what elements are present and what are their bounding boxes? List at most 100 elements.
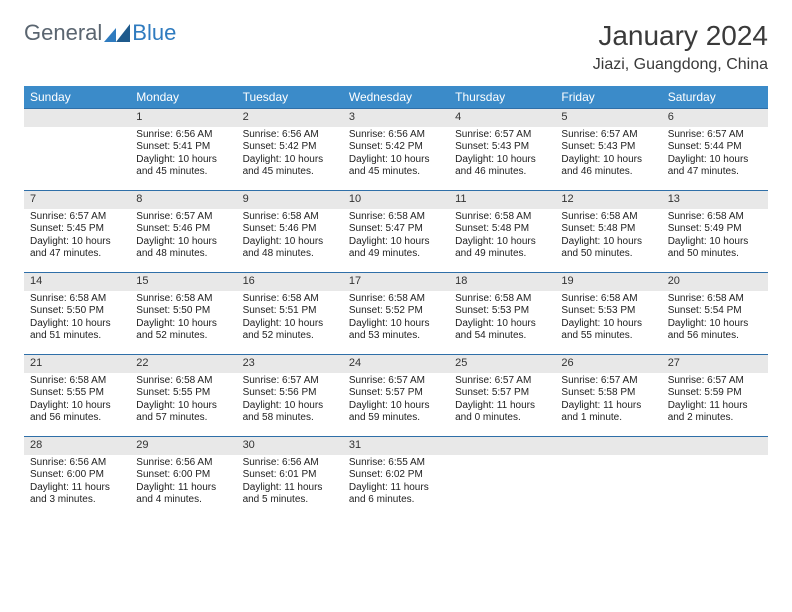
day-line: Sunset: 5:55 PM [30,387,124,400]
day-line: and 54 minutes. [455,330,549,343]
calendar-cell [449,436,555,518]
day-body: Sunrise: 6:58 AMSunset: 5:54 PMDaylight:… [662,291,768,347]
day-line: Daylight: 10 hours [349,154,443,167]
day-line: Sunrise: 6:57 AM [668,129,762,142]
calendar-cell: 1Sunrise: 6:56 AMSunset: 5:41 PMDaylight… [130,108,236,190]
header: General Blue January 2024 Jiazi, Guangdo… [24,20,768,74]
day-line: Daylight: 11 hours [243,482,337,495]
day-line: Daylight: 10 hours [349,400,443,413]
day-number: 5 [555,108,661,127]
day-number: 26 [555,354,661,373]
day-body [555,455,661,461]
day-line: Daylight: 10 hours [561,236,655,249]
day-number: 8 [130,190,236,209]
day-line: Sunrise: 6:57 AM [136,211,230,224]
calendar-row: 1 Sunrise: 6:56 AMSunset: 5:41 PM Daylight… [24,108,768,190]
day-number: 30 [237,436,343,455]
day-line: Sunset: 5:41 PM [136,141,230,154]
calendar-cell: 29Sunrise: 6:56 AMSunset: 6:00 PMDayligh… [130,436,236,518]
day-number: 18 [449,272,555,291]
calendar-cell: 12Sunrise: 6:58 AMSunset: 5:48 PMDayligh… [555,190,661,272]
day-line: Daylight: 10 hours [455,236,549,249]
day-line: and 56 minutes. [30,412,124,425]
calendar-cell [555,436,661,518]
calendar-cell: 22Sunrise: 6:58 AMSunset: 5:55 PMDayligh… [130,354,236,436]
day-line: Sunset: 5:47 PM [349,223,443,236]
day-body: Sunrise: 6:58 AMSunset: 5:51 PMDaylight:… [237,291,343,347]
day-number: 13 [662,190,768,209]
day-line: Sunrise: 6:58 AM [243,211,337,224]
day-line: Daylight: 11 hours [136,482,230,495]
calendar-cell: 28Sunrise: 6:56 AMSunset: 6:00 PMDayligh… [24,436,130,518]
day-line: and 4 minutes. [136,494,230,507]
day-body [449,455,555,461]
day-body: Sunrise: 6:56 AMSunset: 6:00 PMDaylight:… [24,455,130,511]
calendar-cell: 18Sunrise: 6:58 AMSunset: 5:53 PMDayligh… [449,272,555,354]
day-line: and 52 minutes. [243,330,337,343]
weekday-header: Friday [555,86,661,108]
day-line: Sunrise: 6:58 AM [668,211,762,224]
day-line: Sunset: 5:53 PM [455,305,549,318]
day-number: 1 [130,108,236,127]
day-line: Daylight: 10 hours [30,400,124,413]
day-line: and 50 minutes. [561,248,655,261]
day-line: and 50 minutes. [668,248,762,261]
day-line: and 51 minutes. [30,330,124,343]
calendar-cell: 9Sunrise: 6:58 AMSunset: 5:46 PMDaylight… [237,190,343,272]
day-line: and 48 minutes. [136,248,230,261]
calendar-cell: 30Sunrise: 6:56 AMSunset: 6:01 PMDayligh… [237,436,343,518]
calendar-row: 21Sunrise: 6:58 AMSunset: 5:55 PMDayligh… [24,354,768,436]
day-line: Sunset: 6:00 PM [30,469,124,482]
day-body: Sunrise: 6:58 AMSunset: 5:55 PMDaylight:… [24,373,130,429]
day-line: and 53 minutes. [349,330,443,343]
day-body: Sunrise: 6:57 AMSunset: 5:43 PMDaylight:… [555,127,661,183]
day-line: Sunrise: 6:57 AM [349,375,443,388]
day-line: Sunrise: 6:58 AM [668,293,762,306]
day-number: 12 [555,190,661,209]
weekday-header-row: Sunday Monday Tuesday Wednesday Thursday… [24,86,768,108]
day-number: 7 [24,190,130,209]
calendar-cell: 26Sunrise: 6:57 AMSunset: 5:58 PMDayligh… [555,354,661,436]
day-line: Sunrise: 6:56 AM [136,129,230,142]
day-number: 16 [237,272,343,291]
weekday-header: Thursday [449,86,555,108]
day-body: Sunrise: 6:57 AMSunset: 5:56 PMDaylight:… [237,373,343,429]
calendar-cell: 24Sunrise: 6:57 AMSunset: 5:57 PMDayligh… [343,354,449,436]
day-number [662,436,768,455]
day-body: Sunrise: 6:58 AMSunset: 5:48 PMDaylight:… [449,209,555,265]
day-line: Sunset: 5:59 PM [668,387,762,400]
calendar-row: 14Sunrise: 6:58 AMSunset: 5:50 PMDayligh… [24,272,768,354]
day-line: and 0 minutes. [455,412,549,425]
day-line: Sunset: 5:56 PM [243,387,337,400]
day-number: 6 [662,108,768,127]
weekday-header: Tuesday [237,86,343,108]
day-body: Sunrise: 6:55 AMSunset: 6:02 PMDaylight:… [343,455,449,511]
day-line: Sunset: 5:43 PM [455,141,549,154]
day-line: Daylight: 10 hours [668,318,762,331]
day-number [449,436,555,455]
day-line: Sunset: 5:44 PM [668,141,762,154]
day-line: Daylight: 10 hours [349,318,443,331]
day-line: Sunrise: 6:58 AM [136,293,230,306]
day-line: Sunrise: 6:58 AM [455,211,549,224]
day-line: Daylight: 10 hours [243,236,337,249]
calendar-cell: 7Sunrise: 6:57 AMSunset: 5:45 PMDaylight… [24,190,130,272]
day-number: 21 [24,354,130,373]
day-line: and 1 minute. [561,412,655,425]
calendar-cell: 2Sunrise: 6:56 AMSunset: 5:42 PMDaylight… [237,108,343,190]
day-line: and 45 minutes. [349,166,443,179]
day-line: and 3 minutes. [30,494,124,507]
day-body: Sunrise: 6:57 AMSunset: 5:57 PMDaylight:… [449,373,555,429]
day-line: Sunrise: 6:57 AM [30,211,124,224]
day-line: and 52 minutes. [136,330,230,343]
brand-part2: Blue [132,20,176,46]
day-body: Sunrise: 6:56 AMSunset: 6:01 PMDaylight:… [237,455,343,511]
day-line: Sunrise: 6:57 AM [561,375,655,388]
day-line: Daylight: 11 hours [561,400,655,413]
day-line: Sunset: 5:57 PM [349,387,443,400]
day-body: Sunrise: 6:57 AMSunset: 5:44 PMDaylight:… [662,127,768,183]
day-number: 28 [24,436,130,455]
calendar-cell: 17Sunrise: 6:58 AMSunset: 5:52 PMDayligh… [343,272,449,354]
day-body: Sunrise: 6:57 AMSunset: 5:45 PMDaylight:… [24,209,130,265]
day-line: Daylight: 10 hours [136,318,230,331]
